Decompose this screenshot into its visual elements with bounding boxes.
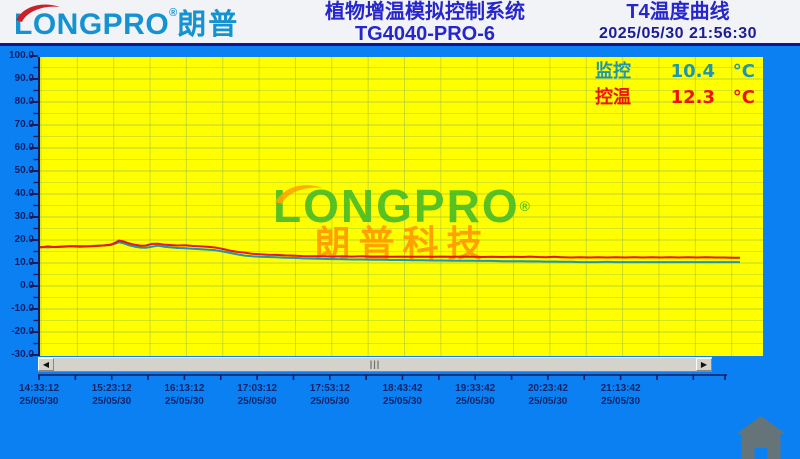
logo-registered-mark: ®: [169, 7, 178, 19]
time-scrollbar[interactable]: ◀ ||| ▶: [38, 357, 712, 372]
y-tick-label: 100.0: [8, 50, 34, 61]
legend-monitor-label: 监控: [595, 61, 631, 82]
y-tick-label: 80.0: [14, 96, 34, 107]
y-tick-label: -20.0: [11, 326, 34, 337]
chart-gridlines: [40, 57, 763, 356]
y-tick-label: 30.0: [14, 211, 34, 222]
x-tick-label: 19:33:42 25/05/30: [455, 383, 496, 407]
longpro-logo: LONGPRO®朗普: [14, 4, 240, 44]
home-icon[interactable]: [736, 416, 786, 459]
system-model: TG4040-PRO-6: [354, 23, 496, 45]
legend-control-unit: °C: [732, 87, 755, 108]
logo-brand-text: LONGPRO: [14, 8, 170, 41]
x-tick-label: 17:03:12 25/05/30: [237, 383, 278, 407]
series-line-控温: [40, 239, 740, 259]
y-tick-label: 0.0: [20, 280, 34, 291]
y-tick-label: -30.0: [11, 349, 34, 360]
y-tick-label: 20.0: [14, 234, 34, 245]
y-tick-label: 90.0: [14, 73, 34, 84]
x-tick-label: 21:13:42 25/05/30: [600, 383, 641, 407]
legend-control-value: 12.3: [670, 87, 715, 108]
x-tick-label: 16:13:12 25/05/30: [164, 383, 205, 407]
legend-control-label: 控温: [595, 87, 631, 108]
datetime-display: 2025/05/30 21:56:30: [598, 25, 758, 42]
system-title-line1: 植物增温模拟控制系统: [325, 1, 525, 23]
chart-title-block: T4温度曲线 2025/05/30 21:56:30: [558, 1, 798, 44]
y-tick-label: 40.0: [14, 188, 34, 199]
x-tick-label: 17:53:12 25/05/30: [309, 383, 350, 407]
legend-row-monitor: 监控 10.4 °C: [595, 61, 755, 83]
legend-row-control: 控温 12.3 °C: [595, 87, 755, 109]
y-tick-label: 10.0: [14, 257, 34, 268]
scrollbar-grip[interactable]: |||: [369, 359, 381, 369]
chart-title: T4温度曲线: [626, 1, 730, 23]
y-tick-label: 50.0: [14, 165, 34, 176]
chart-plot-area: LONGPRO® 朗普科技 监控 10.4 °C 控温 12.3 °C: [38, 57, 763, 356]
logo-swoosh-icon: [16, 4, 60, 22]
scrollbar-left-arrow[interactable]: ◀: [38, 358, 54, 371]
scrollbar-right-arrow[interactable]: ▶: [696, 358, 712, 371]
chart-legend: 监控 10.4 °C 控温 12.3 °C: [595, 61, 755, 113]
x-tick-label: 14:33:12 25/05/30: [18, 383, 60, 407]
system-title: 植物增温模拟控制系统 TG4040-PRO-6: [300, 1, 550, 45]
chart-series-lines: [40, 239, 740, 264]
y-tick-label: -10.0: [11, 303, 34, 314]
x-tick-label: 20:23:42 25/05/30: [527, 383, 568, 407]
legend-monitor-unit: °C: [732, 61, 755, 82]
logo-cn-text: 朗普: [177, 9, 240, 41]
series-line-监控: [40, 241, 740, 264]
y-tick-label: 70.0: [14, 119, 34, 130]
y-tick-label: 60.0: [14, 142, 34, 153]
x-tick-label: 15:23:12 25/05/30: [91, 383, 132, 407]
header-bar: LONGPRO®朗普 植物增温模拟控制系统 TG4040-PRO-6 T4温度曲…: [0, 0, 800, 46]
x-tick-label: 18:43:42 25/05/30: [382, 383, 423, 407]
legend-monitor-value: 10.4: [670, 61, 715, 82]
